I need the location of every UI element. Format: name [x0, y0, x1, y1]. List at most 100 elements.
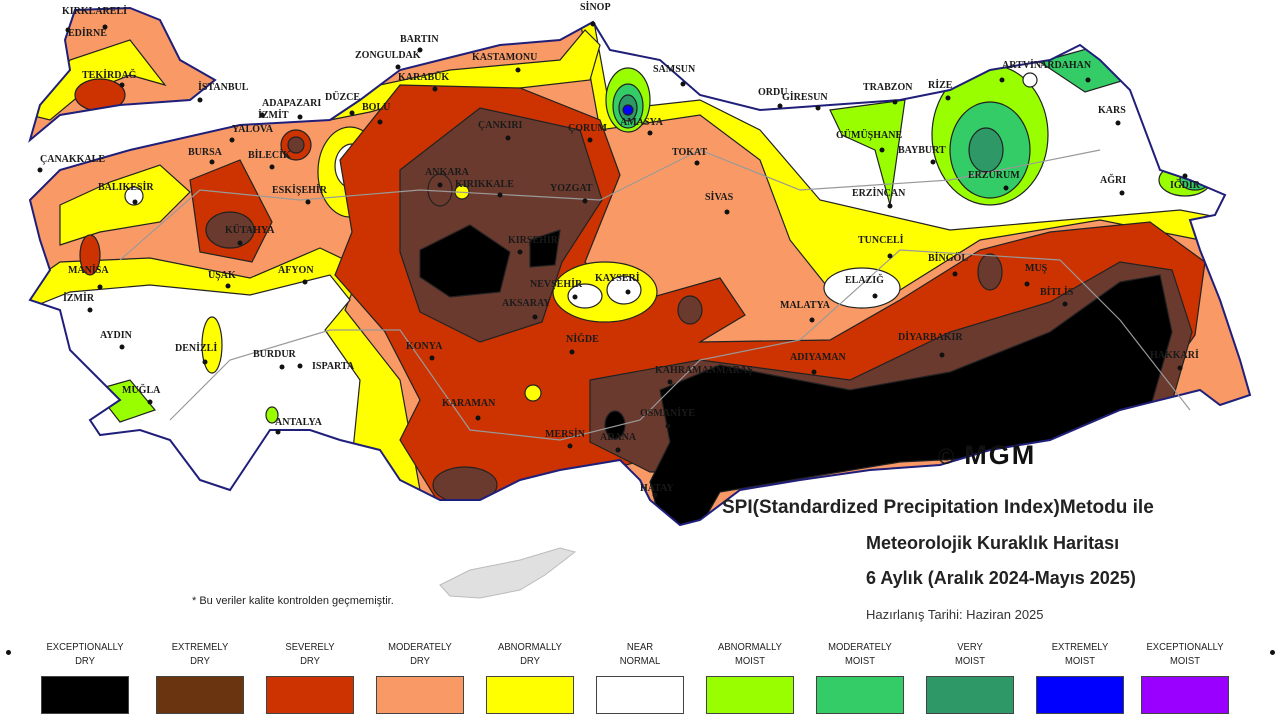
city-marker: ANTALYA: [275, 417, 323, 435]
city-label: BARTIN: [400, 34, 439, 45]
city-marker: AĞRI: [1100, 173, 1126, 196]
city-marker: DİYARBAKIR: [898, 331, 963, 358]
city-label: AĞRI: [1100, 173, 1126, 186]
legend-dot-left: [6, 650, 11, 655]
map-title-line2: Meteorolojik Kuraklık Haritası: [866, 533, 1120, 553]
city-dot: [892, 99, 898, 105]
city-dot: [147, 399, 153, 405]
city-marker: SİVAS: [705, 191, 734, 215]
city-dot: [497, 192, 503, 198]
legend-item: SEVERELY DRY: [255, 640, 365, 714]
city-dot: [297, 114, 303, 120]
city-dot: [65, 27, 71, 33]
city-marker: KIRIKKALE: [455, 179, 514, 198]
city-dot: [275, 429, 281, 435]
city-dot: [590, 21, 596, 27]
city-dot: [667, 379, 673, 385]
city-marker: ERZURUM: [968, 170, 1020, 191]
city-label: KASTAMONU: [472, 52, 537, 63]
city-label: DENİZLİ: [175, 342, 217, 354]
city-dot: [202, 359, 208, 365]
city-label: BOLU: [362, 102, 390, 113]
city-dot: [87, 307, 93, 313]
city-marker: SAMSUN: [653, 64, 696, 87]
city-dot: [567, 443, 573, 449]
legend-label: EXCEPTIONALLY DRY: [46, 641, 124, 667]
city-label: MERSİN: [545, 428, 586, 440]
city-label: ORDU: [758, 87, 787, 98]
legend-label: ABNORMALLY DRY: [498, 641, 562, 667]
city-dot: [615, 447, 621, 453]
city-label: AYDIN: [100, 330, 133, 341]
city-marker: OSMANİYE: [640, 407, 695, 429]
city-dot: [582, 198, 588, 204]
city-label: ANTALYA: [275, 417, 323, 428]
city-dot: [939, 352, 945, 358]
city-marker: BURDUR: [253, 349, 297, 370]
city-marker: MANİSA: [68, 264, 109, 290]
city-label: MALATYA: [780, 300, 831, 311]
city-marker: BALIKESİR: [98, 181, 154, 205]
city-marker: KAHRAMANMARAŞ: [655, 365, 753, 385]
city-label: GİRESUN: [782, 91, 828, 103]
city-label: ESKİŞEHİR: [272, 184, 328, 196]
city-marker: GÜMÜŞHANE: [836, 128, 902, 153]
city-dot: [279, 364, 285, 370]
city-label: MUĞLA: [122, 383, 161, 396]
city-dot: [302, 279, 308, 285]
city-dot: [229, 137, 235, 143]
city-marker: NİĞDE: [566, 332, 599, 355]
city-dot: [1182, 173, 1188, 179]
city-marker: ANKARA: [425, 167, 470, 188]
city-dot: [1024, 281, 1030, 287]
city-dot: [517, 249, 523, 255]
city-label: BİNGÖL: [928, 251, 968, 264]
city-marker: KONYA: [406, 341, 443, 361]
city-label: SİVAS: [705, 191, 734, 203]
legend-item: EXCEPTIONALLY MOIST: [1130, 640, 1240, 714]
city-dot: [225, 283, 231, 289]
legend-swatch: [376, 676, 464, 714]
city-label: BAYBURT: [898, 145, 946, 156]
city-dot: [647, 130, 653, 136]
city-marker: ADAPAZARI: [259, 98, 321, 118]
city-label: HAKKARİ: [1150, 349, 1199, 361]
quality-note: * Bu veriler kalite kontrolden geçmemişt…: [192, 595, 394, 607]
legend-item: EXCEPTIONALLY DRY: [30, 640, 140, 714]
city-dot: [269, 164, 275, 170]
city-marker: GİRESUN: [782, 91, 828, 111]
city-dot: [879, 147, 885, 153]
city-label: DİYARBAKIR: [898, 331, 963, 343]
city-marker: EDİRNE: [65, 27, 107, 39]
city-marker: MALATYA: [780, 300, 831, 323]
city-label: ISPARTA: [312, 361, 355, 372]
city-label: ELAZIĞ: [845, 273, 884, 286]
legend-label: SEVERELY DRY: [285, 641, 335, 667]
city-label: NEVŞEHİR: [530, 278, 583, 290]
city-dot: [811, 369, 817, 375]
city-marker: İZMİT: [258, 109, 303, 121]
city-dot: [532, 314, 538, 320]
city-marker: BAYBURT: [898, 145, 946, 165]
city-dot: [505, 135, 511, 141]
city-dot: [999, 77, 1005, 83]
city-label: MANİSA: [68, 264, 109, 276]
legend-swatch: [266, 676, 354, 714]
city-marker: KASTAMONU: [472, 52, 537, 73]
legend-swatch: [596, 676, 684, 714]
city-label: KIRŞEHİR: [508, 234, 559, 246]
city-marker: KARS: [1098, 105, 1126, 126]
city-dot: [417, 47, 423, 53]
city-dot: [515, 67, 521, 73]
city-label: KARAMAN: [442, 398, 496, 409]
city-label: ADIYAMAN: [790, 352, 847, 363]
legend-item: ABNORMALLY DRY: [475, 640, 585, 714]
legend-swatch: [1141, 676, 1229, 714]
legend-swatch: [41, 676, 129, 714]
city-marker: AFYON: [278, 265, 314, 285]
city-labels: KIRKLARELİ EDİRNE TEKİRDAĞ İSTANBUL ADAPAZAR…: [37, 1, 1201, 498]
city-label: GÜMÜŞHANE: [836, 128, 902, 141]
city-marker: BİTLİS: [1040, 286, 1074, 307]
city-label: KIRIKKALE: [455, 179, 514, 190]
